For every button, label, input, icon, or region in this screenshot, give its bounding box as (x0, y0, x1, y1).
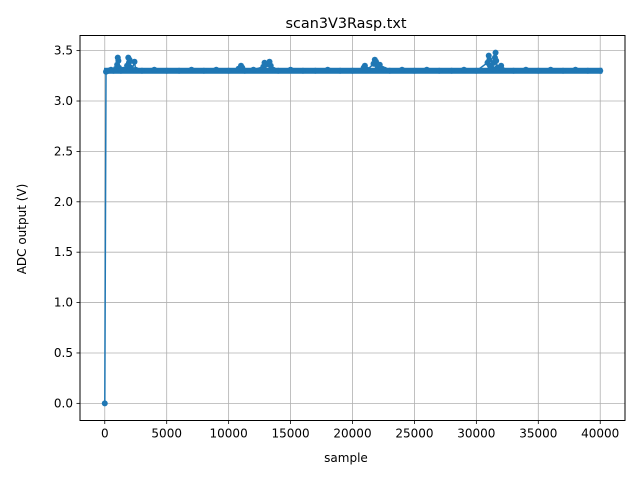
x-tick-label: 20000 (333, 427, 371, 441)
data-point (241, 67, 248, 74)
data-point (522, 66, 529, 73)
data-point (188, 66, 195, 73)
grid-layer (80, 35, 625, 421)
data-point (270, 66, 277, 73)
data-point (364, 66, 371, 73)
data-point (176, 67, 183, 74)
data-point (200, 67, 207, 74)
data-point (597, 67, 604, 74)
y-tick-label: 1.0 (54, 296, 73, 310)
data-point (448, 67, 455, 74)
data-point (411, 67, 418, 74)
data-point (560, 67, 567, 74)
x-tick-label: 35000 (519, 427, 557, 441)
data-point (213, 66, 220, 73)
y-axis-label: ADC output (V) (15, 184, 29, 275)
data-point (132, 66, 139, 73)
data-point (493, 57, 500, 64)
data-point (535, 67, 542, 74)
data-point (473, 67, 480, 74)
data-point (436, 67, 443, 74)
data-point (486, 56, 493, 63)
x-tick-label: 10000 (210, 427, 248, 441)
y-tick-label: 1.5 (54, 245, 73, 259)
y-tick-label: 3.0 (54, 94, 73, 108)
data-point (250, 66, 257, 73)
data-point (510, 67, 517, 74)
tick-layer: 0 5000 10000 15000 20000 25000 30000 35000 40000… (54, 44, 619, 441)
data-point (131, 58, 138, 65)
data-point (163, 67, 170, 74)
data-point (287, 66, 294, 73)
x-tick-label: 40000 (581, 427, 619, 441)
data-point (492, 49, 499, 56)
data-point (337, 67, 344, 74)
x-tick-label: 5000 (151, 427, 182, 441)
x-tick-label: 30000 (457, 427, 495, 441)
data-point (499, 66, 506, 73)
data-point (423, 66, 430, 73)
data-point (115, 57, 122, 64)
data-point (399, 66, 406, 73)
y-tick-label: 0.5 (54, 346, 73, 360)
y-tick-label: 2.5 (54, 144, 73, 158)
x-tick-label: 0 (101, 427, 109, 441)
y-tick-label: 0.0 (54, 396, 73, 410)
data-point (572, 66, 579, 73)
data-point (120, 66, 127, 73)
chart-title: scan3V3Rasp.txt (285, 16, 406, 32)
x-axis-label: sample (324, 451, 368, 465)
data-point (101, 400, 108, 407)
data-point (138, 67, 145, 74)
data-point (489, 65, 496, 72)
x-tick-label: 15000 (271, 427, 309, 441)
data-point (349, 67, 356, 74)
data-point (151, 66, 158, 73)
data-point (584, 67, 591, 74)
data-point (547, 66, 554, 73)
data-point (386, 67, 393, 74)
data-point (225, 67, 232, 74)
data-point (126, 56, 133, 63)
data-point (381, 66, 388, 73)
data-point (275, 67, 282, 74)
x-tick-label: 25000 (395, 427, 433, 441)
data-point (324, 66, 331, 73)
y-tick-label: 3.5 (54, 44, 73, 58)
y-tick-label: 2.0 (54, 195, 73, 209)
data-point (460, 66, 467, 73)
data-point (312, 67, 319, 74)
data-point (299, 67, 306, 74)
data-layer (101, 49, 604, 407)
